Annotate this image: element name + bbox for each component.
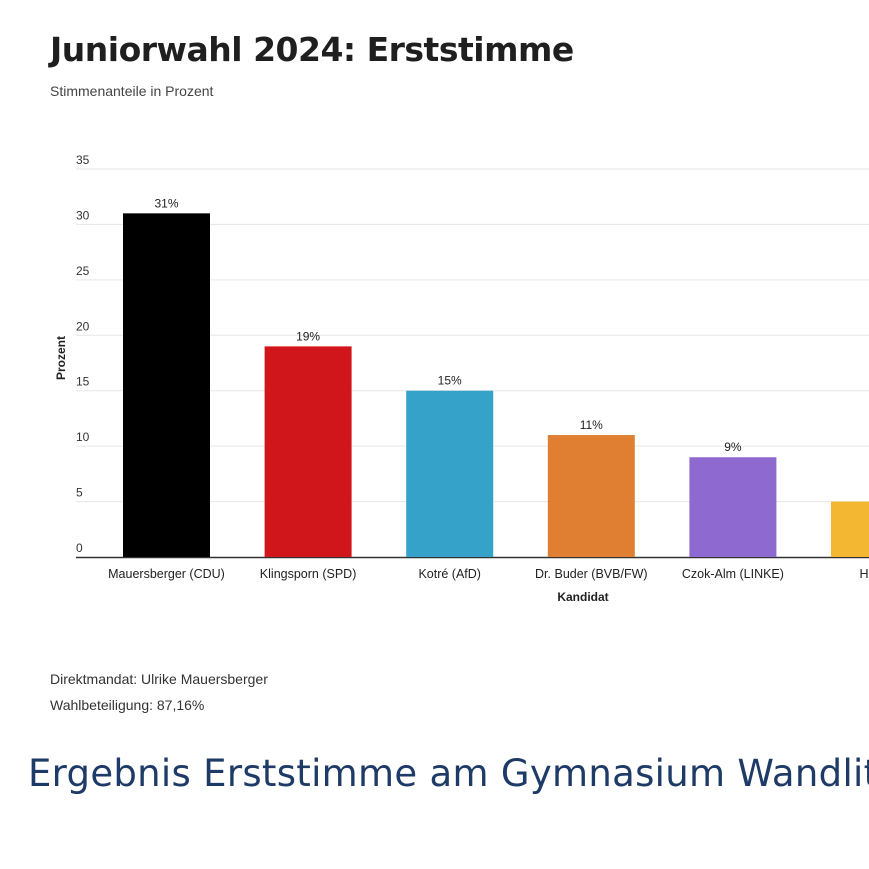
bar-chart: 0 5 10 15 20 25 30 35 31% 19% 15% 11% 9% 5 Mauersber… [54,153,869,604]
y-tick-label: 35 [76,153,90,167]
y-axis-label: Prozent [54,336,68,380]
y-tick-label: 10 [76,430,90,444]
footnote-wahlbeteiligung: Wahlbeteiligung: 87,16% [50,697,205,713]
x-axis-label: Kandidat [557,590,608,604]
category-label: Klingsporn (SPD) [260,567,357,581]
y-tick-label: 5 [76,486,83,500]
bar [831,501,869,557]
data-label: 15% [438,374,462,388]
data-label: 31% [154,196,178,210]
y-tick-label: 30 [76,208,90,222]
y-tick-label: 15 [76,375,90,389]
bars [123,213,869,558]
y-tick-label: 0 [76,541,83,555]
category-label: Kotré (AfD) [418,567,481,581]
chart-title: Juniorwahl 2024: Erststimme [50,30,574,69]
bar [123,213,210,558]
data-label: 19% [296,329,320,343]
data-labels: 31%19%15%11%9%5 [154,196,742,454]
bar [406,390,494,557]
y-tick-label: 25 [76,264,90,278]
category-label: Höhn [860,567,869,581]
y-tick-label: 20 [76,319,90,333]
category-label: Dr. Buder (BVB/FW) [535,567,648,581]
bar [264,346,352,557]
bar [689,457,777,557]
footnote-direktmandat: Direktmandat: Ulrike Mauersberger [50,671,268,687]
data-label: 11% [580,418,603,432]
bar [547,435,635,557]
category-labels: Mauersberger (CDU) Klingsporn (SPD) Kotré … [108,567,869,581]
category-label: Czok-Alm (LINKE) [682,567,784,581]
category-label: Mauersberger (CDU) [108,567,225,581]
video-caption: Ergebnis Erststimme am Gymnasium Wandlit [28,752,869,795]
data-label: 9% [724,440,742,454]
y-tick-labels: 0 5 10 15 20 25 30 35 [76,153,90,555]
chart-subtitle: Stimmenanteile in Prozent [50,83,214,99]
